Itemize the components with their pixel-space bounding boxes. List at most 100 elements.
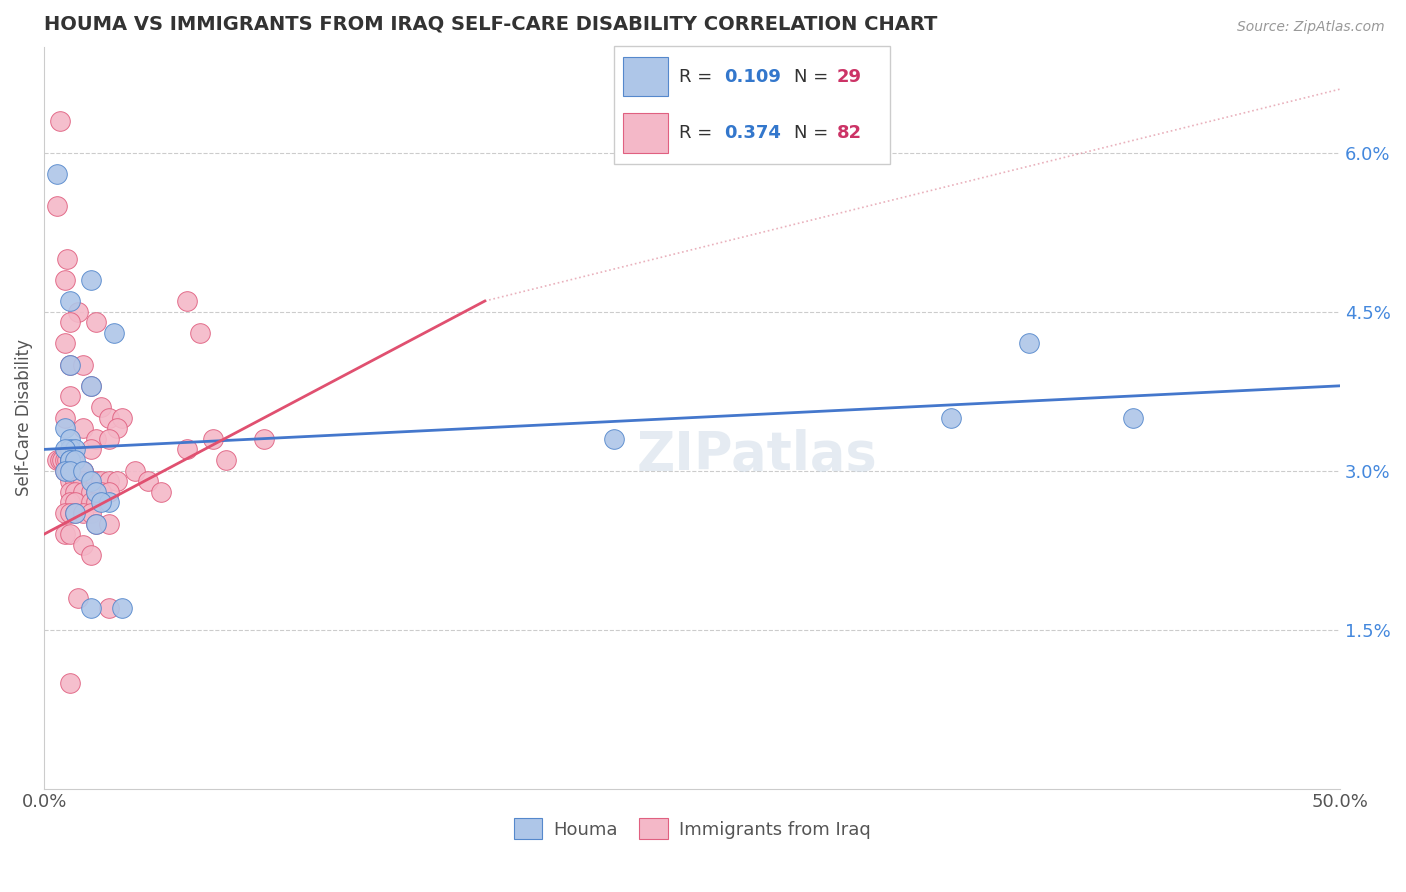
Point bbox=[111, 601, 134, 615]
Point bbox=[59, 389, 82, 403]
Point bbox=[53, 464, 76, 478]
Point bbox=[63, 495, 86, 509]
Point bbox=[59, 453, 82, 467]
Point bbox=[66, 464, 89, 478]
Point bbox=[53, 527, 76, 541]
Point bbox=[105, 474, 128, 488]
Point bbox=[80, 495, 103, 509]
Legend: Houma, Immigrants from Iraq: Houma, Immigrants from Iraq bbox=[506, 811, 879, 847]
FancyBboxPatch shape bbox=[614, 45, 890, 164]
Point bbox=[80, 484, 103, 499]
Point bbox=[72, 506, 94, 520]
Point bbox=[97, 495, 120, 509]
Text: 29: 29 bbox=[837, 68, 862, 87]
Point bbox=[80, 474, 103, 488]
Point bbox=[80, 549, 103, 563]
Text: 82: 82 bbox=[837, 123, 862, 142]
Point bbox=[103, 326, 125, 340]
Point bbox=[63, 474, 86, 488]
Point bbox=[136, 474, 159, 488]
Point bbox=[214, 453, 236, 467]
Point bbox=[90, 484, 112, 499]
Point bbox=[1018, 336, 1040, 351]
Point bbox=[63, 442, 86, 457]
Point bbox=[59, 474, 82, 488]
Point bbox=[124, 464, 146, 478]
Point bbox=[72, 464, 94, 478]
Point bbox=[59, 675, 82, 690]
Point bbox=[53, 273, 76, 287]
Point bbox=[48, 113, 70, 128]
Point bbox=[80, 474, 103, 488]
Point bbox=[53, 421, 76, 435]
Point bbox=[56, 453, 79, 467]
Bar bbox=[623, 57, 668, 96]
Point bbox=[59, 358, 82, 372]
Point bbox=[84, 484, 107, 499]
Point bbox=[72, 358, 94, 372]
Point bbox=[59, 464, 82, 478]
Point bbox=[72, 474, 94, 488]
Point bbox=[72, 421, 94, 435]
Point bbox=[59, 432, 82, 446]
Point bbox=[97, 474, 120, 488]
Point bbox=[80, 379, 103, 393]
Point bbox=[84, 315, 107, 329]
Point bbox=[72, 464, 94, 478]
Text: ZIPatlas: ZIPatlas bbox=[637, 429, 877, 481]
Point bbox=[90, 474, 112, 488]
Text: N =: N = bbox=[794, 123, 834, 142]
Point bbox=[84, 474, 107, 488]
Point bbox=[63, 464, 86, 478]
Point bbox=[62, 464, 84, 478]
Point bbox=[59, 453, 82, 467]
Point bbox=[80, 601, 103, 615]
Point bbox=[176, 442, 198, 457]
Point bbox=[80, 506, 103, 520]
Point bbox=[84, 516, 107, 531]
Point bbox=[53, 506, 76, 520]
Point bbox=[59, 495, 82, 509]
Point bbox=[59, 442, 82, 457]
Point bbox=[80, 442, 103, 457]
Point bbox=[63, 506, 86, 520]
Point bbox=[97, 410, 120, 425]
Point bbox=[53, 453, 76, 467]
Point bbox=[72, 464, 94, 478]
Point bbox=[59, 315, 82, 329]
Point bbox=[111, 410, 134, 425]
Point bbox=[176, 293, 198, 308]
Point bbox=[80, 379, 103, 393]
Point bbox=[63, 484, 86, 499]
Point bbox=[72, 484, 94, 499]
Point bbox=[90, 400, 112, 414]
Point bbox=[59, 527, 82, 541]
Point bbox=[66, 304, 89, 318]
Point bbox=[97, 432, 120, 446]
Point bbox=[53, 336, 76, 351]
Point bbox=[72, 538, 94, 552]
Point bbox=[63, 506, 86, 520]
Point bbox=[53, 442, 76, 457]
Point bbox=[56, 464, 79, 478]
Point bbox=[59, 453, 82, 467]
Point bbox=[84, 484, 107, 499]
Point bbox=[105, 421, 128, 435]
Point bbox=[84, 495, 107, 509]
Text: Source: ZipAtlas.com: Source: ZipAtlas.com bbox=[1237, 20, 1385, 34]
Point bbox=[84, 432, 107, 446]
Point bbox=[59, 453, 82, 467]
Point bbox=[80, 273, 103, 287]
Bar bbox=[623, 113, 668, 153]
Point bbox=[53, 410, 76, 425]
Point bbox=[62, 453, 84, 467]
Text: N =: N = bbox=[794, 68, 834, 87]
Point bbox=[941, 410, 963, 425]
Point bbox=[149, 484, 172, 499]
Point bbox=[603, 432, 626, 446]
Point bbox=[59, 293, 82, 308]
Point bbox=[253, 432, 276, 446]
Point bbox=[97, 516, 120, 531]
Point bbox=[66, 591, 89, 605]
Point bbox=[59, 484, 82, 499]
